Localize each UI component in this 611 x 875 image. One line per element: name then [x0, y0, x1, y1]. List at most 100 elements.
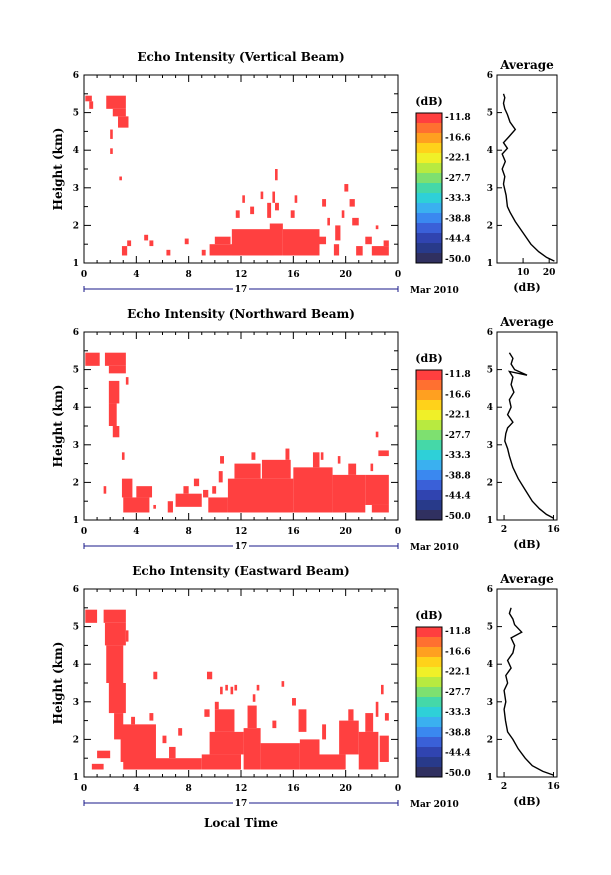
- echo-cell: [348, 709, 354, 721]
- echo-cell: [234, 684, 238, 691]
- colorbar-swatch: [416, 767, 442, 778]
- echo-cell: [108, 403, 117, 426]
- profile-y-tick-label: 5: [487, 623, 493, 633]
- echo-cell: [220, 686, 223, 695]
- echo-cell: [348, 463, 357, 475]
- profile-y-tick-label: 3: [487, 184, 493, 194]
- colorbar-swatch: [416, 470, 442, 481]
- x-tick-label: 8: [186, 527, 192, 537]
- echo-cell: [123, 497, 150, 513]
- echo-cell: [371, 246, 389, 256]
- echo-cell: [293, 467, 333, 513]
- echo-cell: [298, 709, 307, 732]
- x-tick-label: 12: [235, 527, 248, 537]
- echo-cell: [375, 701, 379, 717]
- echo-cell: [209, 244, 241, 256]
- colorbar-swatch: [416, 370, 442, 381]
- echo-cell: [121, 452, 125, 460]
- echo-cell: [118, 116, 129, 128]
- y-axis-label: Height (km): [51, 128, 65, 211]
- profile-x-tick-label: 2: [501, 525, 507, 535]
- echo-cell: [153, 504, 156, 509]
- y-tick-label: 2: [73, 221, 79, 231]
- colorbar-label: -22.1: [445, 411, 471, 421]
- echo-cell: [243, 728, 261, 770]
- echo-cell: [242, 195, 245, 203]
- echo-cell: [112, 426, 120, 438]
- x-tick-label: 20: [339, 527, 352, 537]
- echo-cell: [380, 684, 384, 695]
- echo-cell: [261, 459, 291, 479]
- echo-cell: [203, 489, 209, 498]
- echo-cell: [162, 735, 167, 744]
- echo-cell: [220, 456, 224, 464]
- colorbar-swatch: [416, 500, 442, 511]
- echo-cell: [112, 108, 126, 117]
- profile-y-tick-label: 4: [487, 660, 493, 670]
- echo-cell: [365, 236, 372, 245]
- colorbar-swatch: [416, 490, 442, 501]
- echo-cell: [344, 184, 349, 192]
- colorbar-swatch: [416, 737, 442, 748]
- y-tick-label: 2: [73, 735, 79, 745]
- echo-cell: [247, 705, 257, 729]
- echo-cell: [144, 234, 149, 241]
- colorbar-unit: (dB): [415, 352, 442, 365]
- echo-cell: [341, 210, 345, 218]
- echo-cell: [275, 169, 278, 181]
- echo-cell: [204, 709, 210, 717]
- x-tick-label: 16: [287, 784, 300, 794]
- echo-cell: [108, 683, 126, 714]
- echo-cell: [104, 352, 126, 366]
- echo-cell: [383, 240, 389, 247]
- profile-y-tick-label: 2: [487, 221, 493, 231]
- echo-cell: [114, 713, 124, 740]
- echo-cell: [322, 199, 327, 207]
- echo-cell: [166, 249, 171, 256]
- y-tick-label: 4: [73, 403, 79, 413]
- profile-y-tick-label: 6: [487, 328, 493, 338]
- echo-cell: [333, 244, 340, 256]
- echo-cell: [178, 728, 183, 736]
- y-tick-label: 6: [73, 328, 79, 338]
- echo-cell: [184, 238, 189, 245]
- echo-cell: [234, 463, 261, 479]
- x-tick-label: 0: [395, 270, 401, 280]
- profile-y-tick-label: 5: [487, 366, 493, 376]
- echo-cell: [375, 431, 379, 438]
- echo-cell: [162, 758, 202, 770]
- profile-line: [503, 607, 554, 776]
- colorbar-swatch: [416, 390, 442, 401]
- echo-cell: [106, 645, 124, 683]
- y-tick-label: 6: [73, 585, 79, 595]
- colorbar-swatch: [416, 223, 442, 234]
- echo-cell: [267, 202, 272, 218]
- echo-cell: [121, 478, 133, 498]
- echo-cell: [275, 202, 279, 211]
- echo-cell: [312, 452, 320, 468]
- echo-cell: [125, 377, 129, 385]
- colorbar-swatch: [416, 420, 442, 431]
- y-axis-label: Height (km): [51, 385, 65, 468]
- profile-x-tick-label: 16: [547, 782, 560, 792]
- echo-cell: [193, 478, 200, 487]
- y-tick-label: 4: [73, 146, 79, 156]
- echo-cell: [365, 474, 389, 505]
- echo-cell: [214, 701, 219, 710]
- colorbar-label: -44.4: [445, 492, 471, 502]
- x-tick-label: 20: [339, 270, 352, 280]
- colorbar-label: -27.7: [445, 174, 471, 184]
- colorbar-unit: (dB): [415, 95, 442, 108]
- profile-title: Average: [499, 315, 554, 329]
- x-axis-label: Local Time: [204, 816, 278, 830]
- colorbar-swatch: [416, 193, 442, 204]
- profile-frame: [496, 74, 558, 264]
- echo-cell: [335, 225, 341, 241]
- echo-cell: [319, 236, 327, 245]
- y-tick-label: 3: [73, 698, 79, 708]
- echo-cell: [85, 352, 100, 366]
- echo-cell: [379, 735, 389, 762]
- echo-cell: [294, 195, 298, 203]
- echo-cell: [127, 240, 132, 247]
